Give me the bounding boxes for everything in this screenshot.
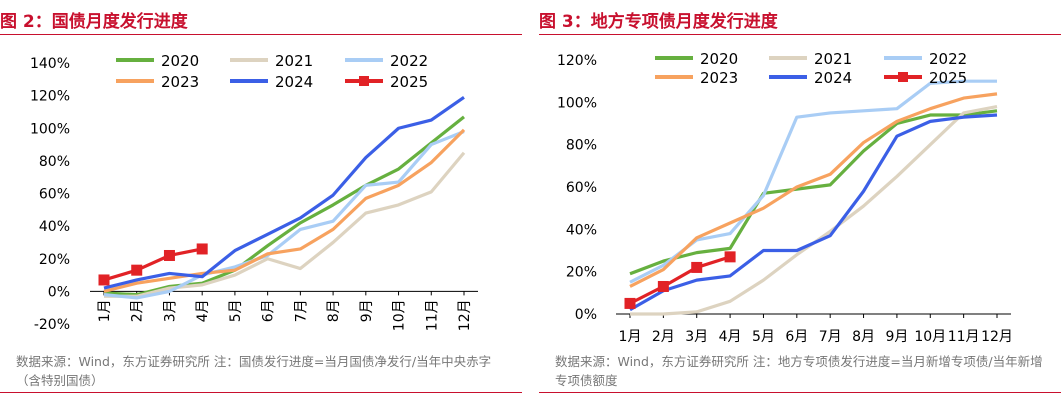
y-tick-label: 80% [39,154,70,170]
x-tick-label: 1月 [619,329,642,345]
series-line-2020 [103,115,465,297]
legend-label-2020: 2020 [161,52,199,70]
data-point-2025 [131,264,143,276]
x-tick-label: 2月 [130,299,146,322]
series-line-2025 [103,247,203,282]
y-tick-label: 100% [557,95,597,111]
series-line-2023 [629,92,998,288]
x-tick-label: 8月 [852,329,875,345]
y-tick-label: -20% [34,317,70,333]
y-tick-label: 40% [566,222,597,238]
series-line-2022 [103,130,465,300]
title-divider [0,34,522,35]
series-line-2024 [629,113,998,312]
bottom-divider [0,392,522,393]
legend-label-2025: 2025 [929,69,967,87]
legend-label-2021: 2021 [275,52,313,70]
y-tick-label: 60% [566,180,597,196]
x-tick-label: 3月 [162,299,178,322]
x-tick-label: 7月 [293,299,309,322]
y-tick-label: 120% [30,89,70,105]
y-tick-label: 0% [48,284,70,300]
y-tick-label: 60% [39,187,70,203]
series-line-2021 [104,151,466,298]
legend-label-2023: 2023 [700,69,738,87]
x-tick-label: 9月 [885,329,908,345]
x-tick-label: 10月 [914,329,946,345]
legend-label-2022: 2022 [929,50,967,68]
x-tick-label: 12月 [457,299,473,331]
series-line-2025 [629,255,731,305]
data-point-2025 [196,243,208,255]
x-tick-label: 11月 [424,299,440,331]
series-line-2020 [629,109,998,276]
y-tick-label: 40% [39,219,70,235]
data-point-2025 [691,261,703,273]
legend-marker-2025 [359,76,369,86]
bottom-divider [539,392,1061,393]
data-point-2025 [163,249,175,261]
series-line-2023 [103,128,466,293]
legend-label-2021: 2021 [814,50,852,68]
x-tick-label: 4月 [195,299,211,322]
x-tick-label: 9月 [359,299,375,322]
x-tick-label: 11月 [948,329,980,345]
legend-label-2025: 2025 [390,73,428,91]
x-tick-label: 6月 [785,329,808,345]
data-point-2025 [624,297,636,309]
y-tick-label: 80% [566,138,597,154]
legend-label-2022: 2022 [390,52,428,70]
x-tick-label: 4月 [719,329,742,345]
legend-marker-2025 [898,72,908,82]
data-point-2025 [657,280,669,292]
figure-title: 图 3：地方专项债月度发行进度 [539,12,778,32]
x-tick-label: 7月 [819,329,842,345]
y-tick-label: 0% [575,307,597,323]
data-point-2025 [98,274,110,286]
x-tick-label: 12月 [981,329,1013,345]
x-tick-label: 6月 [261,299,277,322]
figure-title: 图 2：国债月度发行进度 [0,12,188,32]
y-tick-label: 20% [39,252,70,268]
x-tick-label: 8月 [326,299,342,322]
legend-label-2024: 2024 [275,73,313,91]
legend-label-2023: 2023 [161,73,199,91]
figure-2-panel: 图 2：国债月度发行进度 -20% 0% 20% 40% 60% 80% 100% 120% 1… [0,0,522,400]
special-bond-issuance-chart: 0% 20% 40% 60% 80% 100% 120% 1月 2月 3月 4月 5月 6月 7月 8月 9月… [557,50,1013,345]
title-divider [539,34,1061,35]
x-tick-label: 5月 [752,329,775,345]
y-tick-label: 100% [30,121,70,137]
source-note: 数据来源：Wind，东方证券研究所 注：国债发行进度=当月国债净发行/当年中央赤… [16,354,492,388]
x-tick-label: 5月 [228,299,244,322]
data-point-2025 [724,251,736,263]
series-line-2024 [103,95,465,290]
x-tick-label: 3月 [685,329,708,345]
y-tick-label: 140% [30,56,70,72]
y-tick-label: 20% [566,265,597,281]
legend-label-2020: 2020 [700,50,738,68]
treasury-issuance-chart: -20% 0% 20% 40% 60% 80% 100% 120% 140% 1月 2月 3月 4月 5月… [30,52,478,333]
legend-label-2024: 2024 [814,69,852,87]
figure-3-panel: 图 3：地方专项债月度发行进度 0% 20% 40% 60% 80% 100% 120% 1月… [539,0,1061,400]
x-tick-label: 1月 [97,299,113,322]
source-note: 数据来源：Wind，东方证券研究所 注：地方专项债发行进度=当月新增专项债/当年… [555,354,1043,388]
x-tick-label: 10月 [392,299,408,331]
y-tick-label: 120% [557,53,597,69]
x-tick-label: 2月 [652,329,675,345]
